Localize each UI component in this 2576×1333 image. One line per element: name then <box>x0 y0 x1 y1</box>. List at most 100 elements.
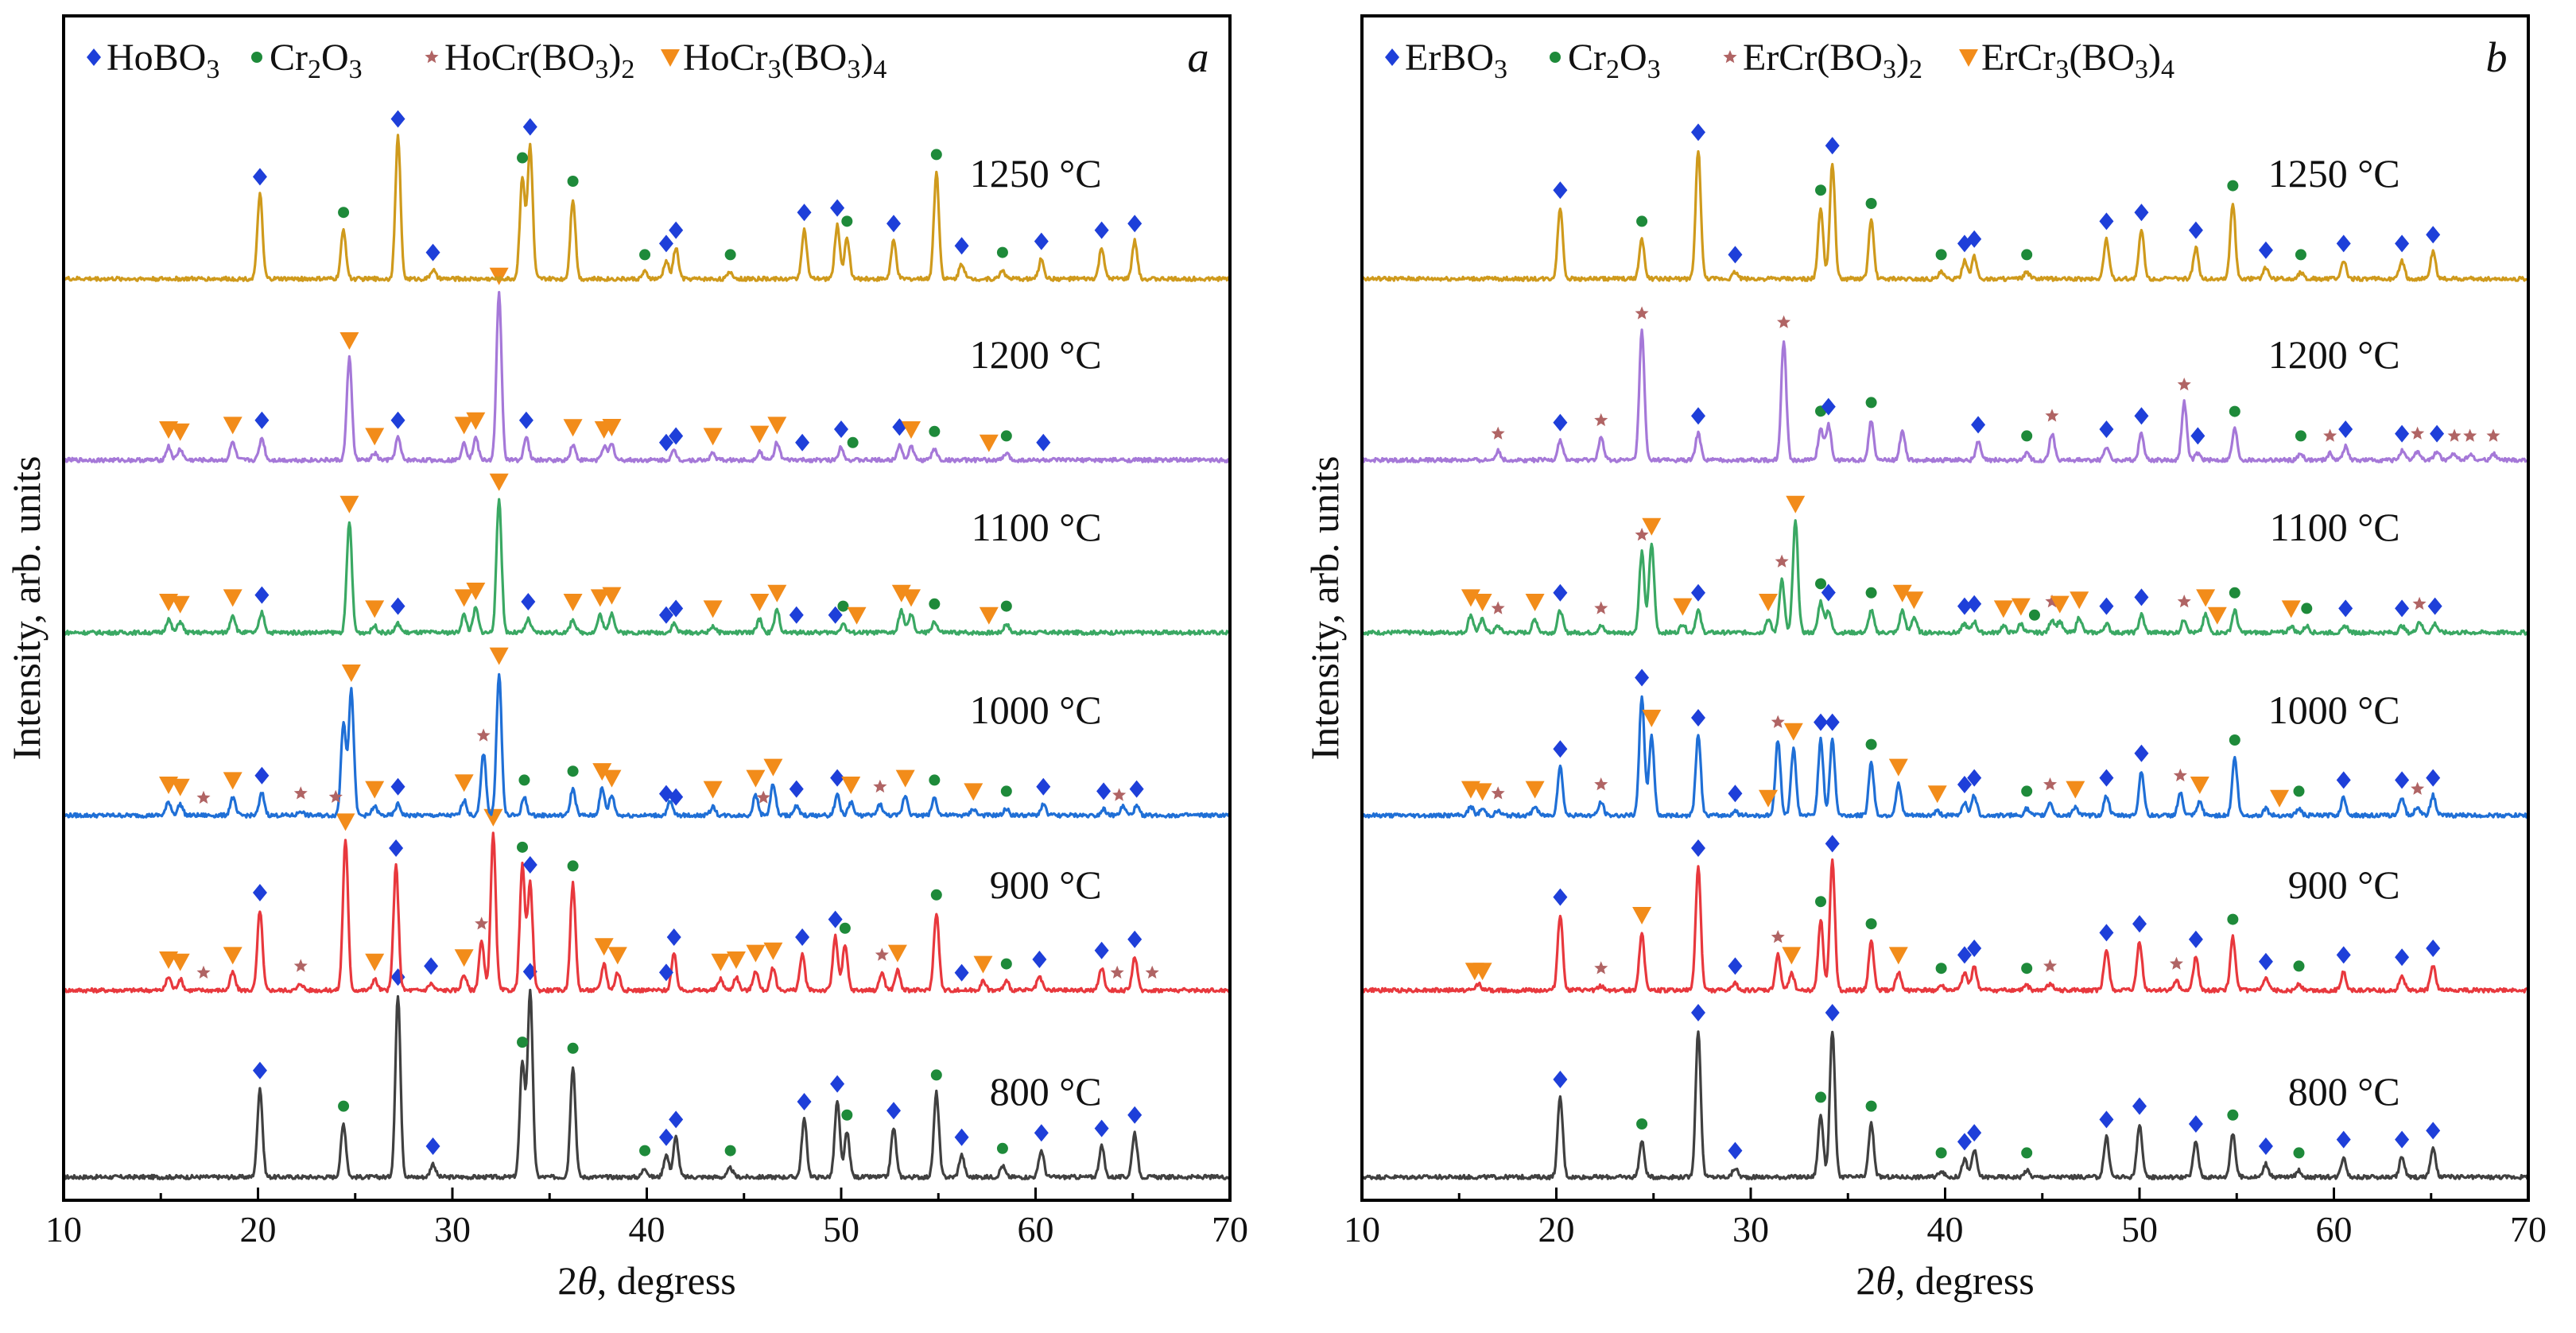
phase-marker-triangle <box>592 763 612 781</box>
phase-marker-diamond <box>666 928 681 946</box>
x-tick-label: 20 <box>240 1209 277 1250</box>
phase-marker-diamond <box>522 856 537 874</box>
series-line-1200 <box>65 291 1228 463</box>
phase-marker-diamond <box>254 586 270 604</box>
phase-marker-diamond <box>518 411 533 429</box>
phase-marker-triangle <box>223 589 242 607</box>
phase-marker-diamond <box>1814 713 1829 731</box>
phase-marker-diamond <box>789 606 804 624</box>
phase-marker-diamond <box>669 427 684 445</box>
temperature-label: 1100 °C <box>972 505 1102 549</box>
phase-marker-triangle <box>746 769 766 788</box>
phase-marker-diamond <box>2134 588 2149 606</box>
phase-marker-diamond <box>1957 597 1972 615</box>
phase-marker-triangle <box>1904 591 1924 610</box>
phase-marker-dot <box>1000 600 1012 612</box>
series-1100 <box>1364 495 2527 636</box>
panel-a: 10 20 30 40 50 60 70 2θ, degress Intensity, arb.… <box>4 14 1248 1303</box>
phase-marker-diamond <box>1553 181 1568 200</box>
series-900 <box>1364 835 2527 994</box>
phase-marker-dot <box>2227 180 2239 192</box>
phase-marker-triangle <box>489 647 509 665</box>
legend-label: Cr2O3 <box>270 37 363 84</box>
phase-marker-triangle <box>763 758 783 777</box>
phase-marker-triangle <box>590 589 610 607</box>
phase-marker-dot <box>517 841 529 853</box>
phase-marker-diamond <box>658 963 673 982</box>
phase-marker-dot <box>2293 960 2305 972</box>
temperature-label: 900 °C <box>990 862 1102 907</box>
phase-marker-diamond <box>2134 744 2149 762</box>
phase-marker-star <box>875 947 889 961</box>
series-line-1200 <box>1364 328 2527 463</box>
phase-marker-triangle <box>602 587 622 605</box>
phase-marker-dot <box>1636 1118 1648 1130</box>
phase-marker-diamond <box>1032 951 1047 968</box>
x-tick-label: 50 <box>2121 1209 2158 1250</box>
phase-marker-diamond <box>830 769 845 787</box>
phase-marker-star <box>2411 781 2425 795</box>
phase-marker-triangle <box>767 584 787 603</box>
phase-marker-star <box>1775 554 1789 568</box>
phase-marker-diamond <box>892 418 907 436</box>
phase-marker-triangle <box>767 417 787 435</box>
phase-marker-star <box>1771 930 1785 944</box>
phase-marker-diamond <box>1690 583 1705 602</box>
phase-marker-diamond <box>954 1128 969 1146</box>
phase-marker-triangle <box>979 606 999 625</box>
phase-marker-diamond <box>425 1137 440 1155</box>
phase-marker-diamond <box>658 234 673 253</box>
phase-marker-triangle <box>1525 594 1545 611</box>
phase-marker-triangle <box>2050 595 2070 614</box>
phase-marker-diamond <box>669 1110 684 1129</box>
phase-marker-dot <box>996 246 1008 258</box>
phase-marker-triangle <box>1472 963 1492 981</box>
phase-marker-star <box>1635 527 1649 541</box>
phase-marker-triangle <box>973 955 993 974</box>
phase-marker-diamond <box>2099 769 2114 787</box>
legend-label: Cr2O3 <box>1568 37 1661 84</box>
phase-marker-diamond <box>1094 1119 1109 1137</box>
temperature-label: 1100 °C <box>2270 505 2400 549</box>
phase-marker-triangle <box>711 953 731 971</box>
phase-marker-diamond <box>1553 888 1568 906</box>
phase-marker-dot <box>930 889 942 901</box>
phase-marker-triangle <box>1888 758 1908 777</box>
phase-marker-diamond <box>2188 221 2203 239</box>
phase-marker-dot <box>839 922 851 934</box>
phase-marker-diamond <box>797 203 812 222</box>
phase-marker-star <box>2412 596 2427 610</box>
temperature-label: 1250 °C <box>2268 151 2400 196</box>
phase-marker-star <box>2173 768 2187 782</box>
phase-marker-diamond <box>2427 597 2442 615</box>
temperature-label: 1200 °C <box>970 332 1102 377</box>
phase-marker-triangle <box>891 584 911 603</box>
legend-marker-triangle <box>1959 49 1978 67</box>
x-tick-label: 30 <box>434 1209 471 1250</box>
phase-marker-dot <box>929 774 941 786</box>
phase-marker-dot <box>567 765 579 777</box>
phase-marker-dot <box>639 1145 651 1157</box>
phase-marker-triangle <box>365 428 385 446</box>
phase-marker-triangle <box>170 778 190 796</box>
phase-marker-diamond <box>252 1061 267 1079</box>
phase-marker-diamond <box>1690 123 1705 141</box>
phase-marker-triangle <box>703 600 723 618</box>
series-1250 <box>1364 123 2527 282</box>
phase-marker-star <box>293 959 308 972</box>
x-tick-label: 30 <box>1732 1209 1769 1250</box>
phase-marker-star <box>1145 965 1159 979</box>
phase-marker-triangle <box>1472 593 1492 611</box>
phase-marker-triangle <box>1759 789 1779 808</box>
phase-marker-star <box>756 790 770 804</box>
phase-marker-triangle <box>602 769 622 788</box>
phase-marker-diamond <box>2099 924 2114 942</box>
phase-marker-diamond <box>2188 930 2203 948</box>
phase-marker-dot <box>1935 249 1947 261</box>
phase-marker-dot <box>2227 1109 2239 1121</box>
phase-marker-diamond <box>2395 424 2410 443</box>
legend-marker-diamond <box>1385 48 1399 66</box>
phase-marker-triangle <box>454 417 474 435</box>
phase-marker-diamond <box>1967 939 1982 957</box>
phase-marker-triangle <box>466 412 486 430</box>
